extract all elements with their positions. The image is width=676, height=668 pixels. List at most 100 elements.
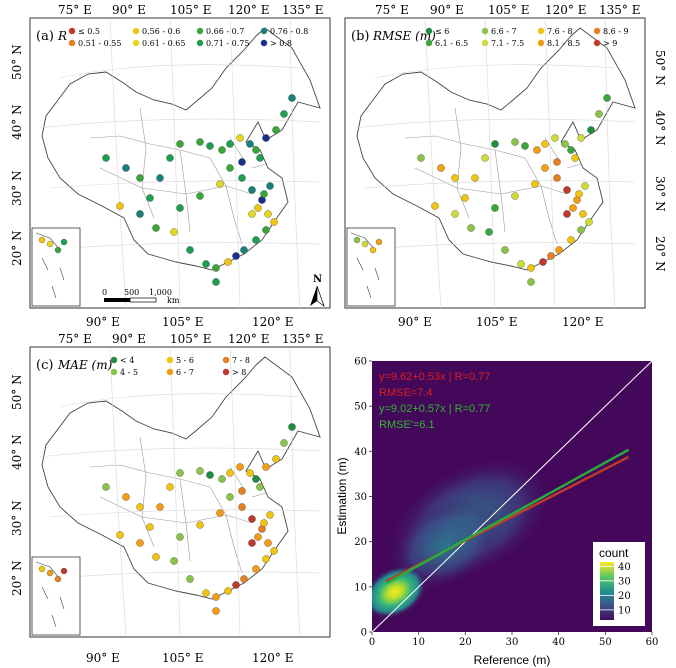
station-point [116, 202, 124, 210]
legend-label: 0.71 - 0.75 [206, 39, 249, 48]
station-point [491, 204, 499, 212]
station-point [461, 194, 469, 202]
station-point [555, 246, 563, 254]
station-point [569, 204, 577, 212]
legend-label: 7.6 - 8 [547, 27, 573, 36]
x-tick-label: 30 [506, 637, 519, 648]
station-point [226, 164, 234, 172]
y-axis-label: Estimation (m) [335, 457, 349, 534]
station-point [280, 439, 288, 447]
station-point [553, 174, 561, 182]
station-point [577, 226, 585, 234]
station-point [581, 182, 589, 190]
svg-text:N: N [313, 274, 322, 285]
station-point [102, 483, 110, 491]
svg-text:90° E: 90° E [398, 315, 432, 329]
station-point [136, 503, 144, 511]
legend-label: 0.76 - 0.8 [270, 27, 308, 36]
svg-text:75° E: 75° E [375, 3, 409, 17]
x-tick-label: 20 [459, 637, 472, 648]
station-point [232, 252, 240, 260]
station-point [216, 509, 224, 517]
legend-swatch [222, 368, 230, 376]
station-point [541, 140, 549, 148]
colorbar-title: count [599, 546, 629, 560]
scale-bar: 0 500 1,000 km [102, 288, 180, 305]
svg-text:1,000: 1,000 [149, 288, 172, 297]
legend-swatch [68, 27, 76, 35]
y-tick-label: 40 [354, 447, 367, 458]
legend-label: 4 - 5 [120, 368, 138, 377]
station-point [563, 186, 571, 194]
panel-label: (a) [36, 29, 54, 44]
station-point [595, 110, 603, 118]
station-point [531, 180, 539, 188]
svg-text:30° N: 30° N [653, 176, 667, 212]
station-point [563, 210, 571, 218]
station-point [246, 469, 254, 477]
station-point [417, 154, 425, 162]
station-point [166, 154, 174, 162]
svg-text:90° E: 90° E [112, 332, 146, 346]
station-point [262, 555, 270, 563]
legend-swatch [537, 27, 545, 35]
station-point [254, 204, 262, 212]
inset-station-point [361, 240, 369, 248]
station-point [260, 519, 268, 527]
legend-label: 0.56 - 0.6 [142, 27, 180, 36]
station-point [270, 218, 278, 226]
station-point [539, 258, 547, 266]
x-tick-label: 40 [552, 637, 565, 648]
station-point [170, 228, 178, 236]
station-point [218, 475, 226, 483]
svg-text:120° E: 120° E [252, 315, 293, 329]
station-point [238, 503, 246, 511]
station-point [238, 158, 246, 166]
station-point [122, 493, 130, 501]
density-peak [372, 565, 427, 619]
legend-title: RMSE (m) [372, 29, 436, 43]
station-point [262, 463, 270, 471]
station-point [481, 154, 489, 162]
station-point [196, 192, 204, 200]
y-tick-label: 0 [361, 628, 367, 639]
y-tick-label: 50 [354, 402, 367, 413]
panel-label: (b) [351, 29, 369, 44]
legend-swatch [166, 356, 174, 364]
station-point [136, 210, 144, 218]
svg-text:km: km [167, 296, 180, 305]
legend-swatch [196, 39, 204, 47]
legend-label: 8.6 - 9 [603, 27, 629, 36]
station-point [521, 142, 529, 150]
station-point [280, 110, 288, 118]
legend-label: 7 - 8 [232, 356, 250, 365]
inset-station-point [54, 246, 62, 254]
legend-swatch [68, 39, 76, 47]
station-point [533, 146, 541, 154]
station-point [252, 236, 260, 244]
station-point [451, 210, 459, 218]
svg-text:120° E: 120° E [252, 651, 293, 665]
legend-swatch [222, 356, 230, 364]
inset-station-point [46, 240, 54, 248]
station-point [254, 533, 262, 541]
inset-station-point [60, 567, 68, 575]
colorbar-tick-label: 10 [618, 605, 631, 616]
legend-swatch [110, 368, 118, 376]
station-point [288, 423, 296, 431]
legend-label: 0.51 - 0.55 [78, 39, 121, 48]
svg-text:50° N: 50° N [653, 50, 667, 86]
legend-swatch [425, 27, 433, 35]
station-point [238, 174, 246, 182]
station-point [116, 531, 124, 539]
station-point [122, 164, 130, 172]
station-point [206, 142, 214, 150]
station-point [485, 228, 493, 236]
station-point [471, 174, 479, 182]
station-point [587, 126, 595, 134]
panel-b: (b) RMSE (m) ≤ 6 6.1 - 6.5 6.6 - 7 7.1 - 7.… [344, 3, 667, 329]
legend-label: > 0.8 [270, 39, 292, 48]
density-field [372, 361, 652, 632]
station-point [270, 547, 278, 555]
station-point [224, 587, 232, 595]
